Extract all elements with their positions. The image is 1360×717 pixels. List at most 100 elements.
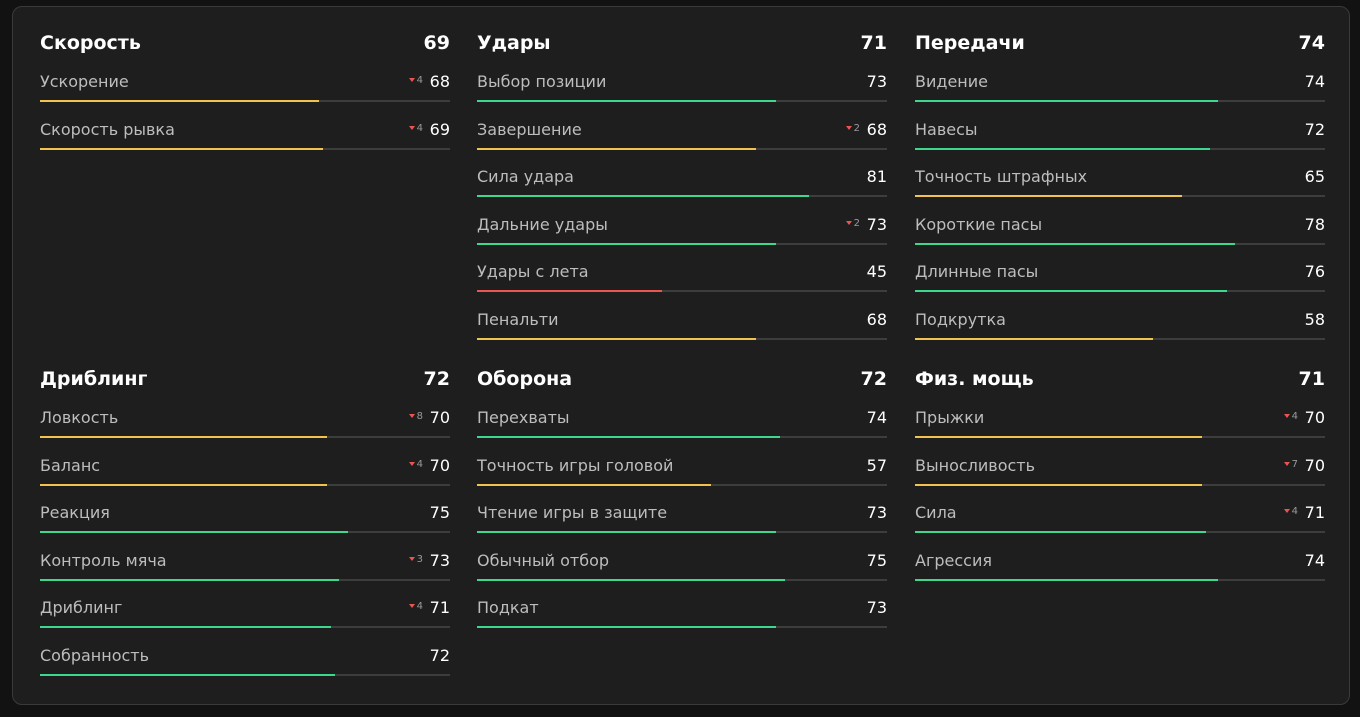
stat-name: Обычный отбор bbox=[477, 550, 610, 570]
stat-value: 71 bbox=[429, 598, 450, 618]
stat-name: Собранность bbox=[40, 646, 150, 665]
stat-value: 68 bbox=[866, 310, 887, 329]
stat-change: 8 bbox=[370, 411, 423, 422]
stat-name: Агрессия bbox=[915, 550, 992, 570]
stat-bar bbox=[40, 626, 332, 629]
stat-value: 78 bbox=[1304, 214, 1325, 234]
stat-value: 70 bbox=[429, 455, 450, 475]
stat-value: 70 bbox=[1304, 455, 1325, 475]
stat-bar bbox=[477, 436, 781, 438]
stat-name: Подкат bbox=[477, 598, 539, 618]
stat-name: Короткие пасы bbox=[915, 214, 1043, 234]
stat-bar bbox=[40, 100, 319, 102]
stat-value: 76 bbox=[1304, 262, 1325, 282]
stat-bar bbox=[915, 578, 1219, 581]
stat-bar bbox=[477, 578, 785, 581]
group-value: 74 bbox=[1298, 32, 1325, 54]
stat-value: 70 bbox=[1304, 408, 1325, 427]
stat-name: Ловкость bbox=[40, 408, 119, 427]
stat-name: Контроль мяча bbox=[40, 550, 167, 570]
stat-change: 3 bbox=[370, 554, 423, 565]
stat-bar bbox=[477, 242, 777, 245]
stat-name: Реакция bbox=[40, 503, 110, 523]
stat-value: 73 bbox=[866, 72, 887, 91]
stat-value: 72 bbox=[429, 646, 450, 665]
stat-value: 75 bbox=[866, 550, 887, 570]
stat-bar bbox=[477, 531, 777, 534]
stat-value: 73 bbox=[866, 503, 887, 523]
stat-value: 69 bbox=[429, 119, 450, 139]
stat-value: 57 bbox=[866, 455, 887, 475]
stat-value: 45 bbox=[866, 262, 887, 282]
stat-change: 4 bbox=[1245, 411, 1298, 422]
stat-name: Подкрутка bbox=[915, 310, 1006, 329]
group-value: 71 bbox=[860, 32, 887, 54]
stat-change: 7 bbox=[1245, 459, 1298, 470]
group-value: 72 bbox=[860, 368, 887, 390]
stat-name: Чтение игры в защите bbox=[477, 503, 668, 523]
stat-value: 73 bbox=[429, 550, 450, 570]
stat-name: Баланс bbox=[40, 455, 101, 475]
stat-change: 4 bbox=[370, 459, 423, 470]
stat-value: 73 bbox=[866, 598, 887, 618]
stat-name: Ускорение bbox=[40, 72, 129, 91]
stat-name: Прыжки bbox=[915, 408, 985, 427]
stat-bar bbox=[40, 674, 336, 676]
stat-name: Дриблинг bbox=[40, 598, 123, 618]
stat-change: 2 bbox=[807, 218, 860, 229]
stat-bar bbox=[40, 147, 323, 150]
stat-name: Выносливость bbox=[915, 455, 1036, 475]
stat-bar bbox=[915, 436, 1202, 438]
group-title: Дриблинг bbox=[40, 368, 148, 390]
stat-value: 65 bbox=[1304, 167, 1325, 187]
stat-bar bbox=[477, 100, 777, 102]
stat-bar bbox=[40, 578, 340, 581]
stat-name: Навесы bbox=[915, 119, 978, 139]
stat-track bbox=[477, 290, 887, 293]
stat-bar bbox=[915, 338, 1153, 340]
stat-name: Завершение bbox=[477, 119, 582, 139]
stat-name: Длинные пасы bbox=[915, 262, 1039, 282]
stat-change: 4 bbox=[370, 75, 423, 86]
stat-bar bbox=[915, 195, 1182, 198]
stat-value: 72 bbox=[1304, 119, 1325, 139]
stat-name: Выбор позиции bbox=[477, 72, 607, 91]
stat-value: 58 bbox=[1304, 310, 1325, 329]
stat-change: 4 bbox=[1245, 506, 1298, 517]
stat-bar bbox=[915, 531, 1207, 534]
stat-value: 74 bbox=[1304, 72, 1325, 91]
stat-bar bbox=[477, 290, 662, 293]
stat-bar bbox=[915, 290, 1227, 293]
stat-value: 68 bbox=[866, 119, 887, 139]
group-title: Удары bbox=[477, 32, 551, 54]
stat-bar bbox=[40, 436, 327, 438]
group-title: Передачи bbox=[915, 32, 1025, 54]
stat-change: 4 bbox=[370, 123, 423, 134]
stat-bar bbox=[477, 626, 777, 629]
stat-name: Дальние удары bbox=[477, 214, 608, 234]
stat-bar bbox=[915, 483, 1202, 486]
stat-name: Пенальти bbox=[477, 310, 559, 329]
stat-bar bbox=[915, 100, 1219, 102]
stat-bar bbox=[40, 483, 327, 486]
stat-name: Точность игры головой bbox=[477, 455, 674, 475]
stat-change: 2 bbox=[807, 123, 860, 134]
stat-value: 71 bbox=[1304, 503, 1325, 523]
stat-name: Удары с лета bbox=[477, 262, 589, 282]
group-title: Скорость bbox=[40, 32, 141, 54]
stat-name: Сила bbox=[915, 503, 957, 523]
stat-bar bbox=[915, 242, 1235, 245]
group-value: 71 bbox=[1298, 368, 1325, 390]
group-title: Физ. мощь bbox=[915, 368, 1034, 390]
stat-name: Видение bbox=[915, 72, 988, 91]
stat-value: 74 bbox=[866, 408, 887, 427]
stat-value: 74 bbox=[1304, 550, 1325, 570]
stat-bar bbox=[477, 147, 756, 150]
stat-bar bbox=[477, 338, 756, 340]
group-value: 69 bbox=[423, 32, 450, 54]
stat-value: 81 bbox=[866, 167, 887, 187]
stat-value: 75 bbox=[429, 503, 450, 523]
stat-name: Точность штрафных bbox=[915, 167, 1088, 187]
stat-name: Перехваты bbox=[477, 408, 570, 427]
stat-bar bbox=[477, 483, 711, 486]
